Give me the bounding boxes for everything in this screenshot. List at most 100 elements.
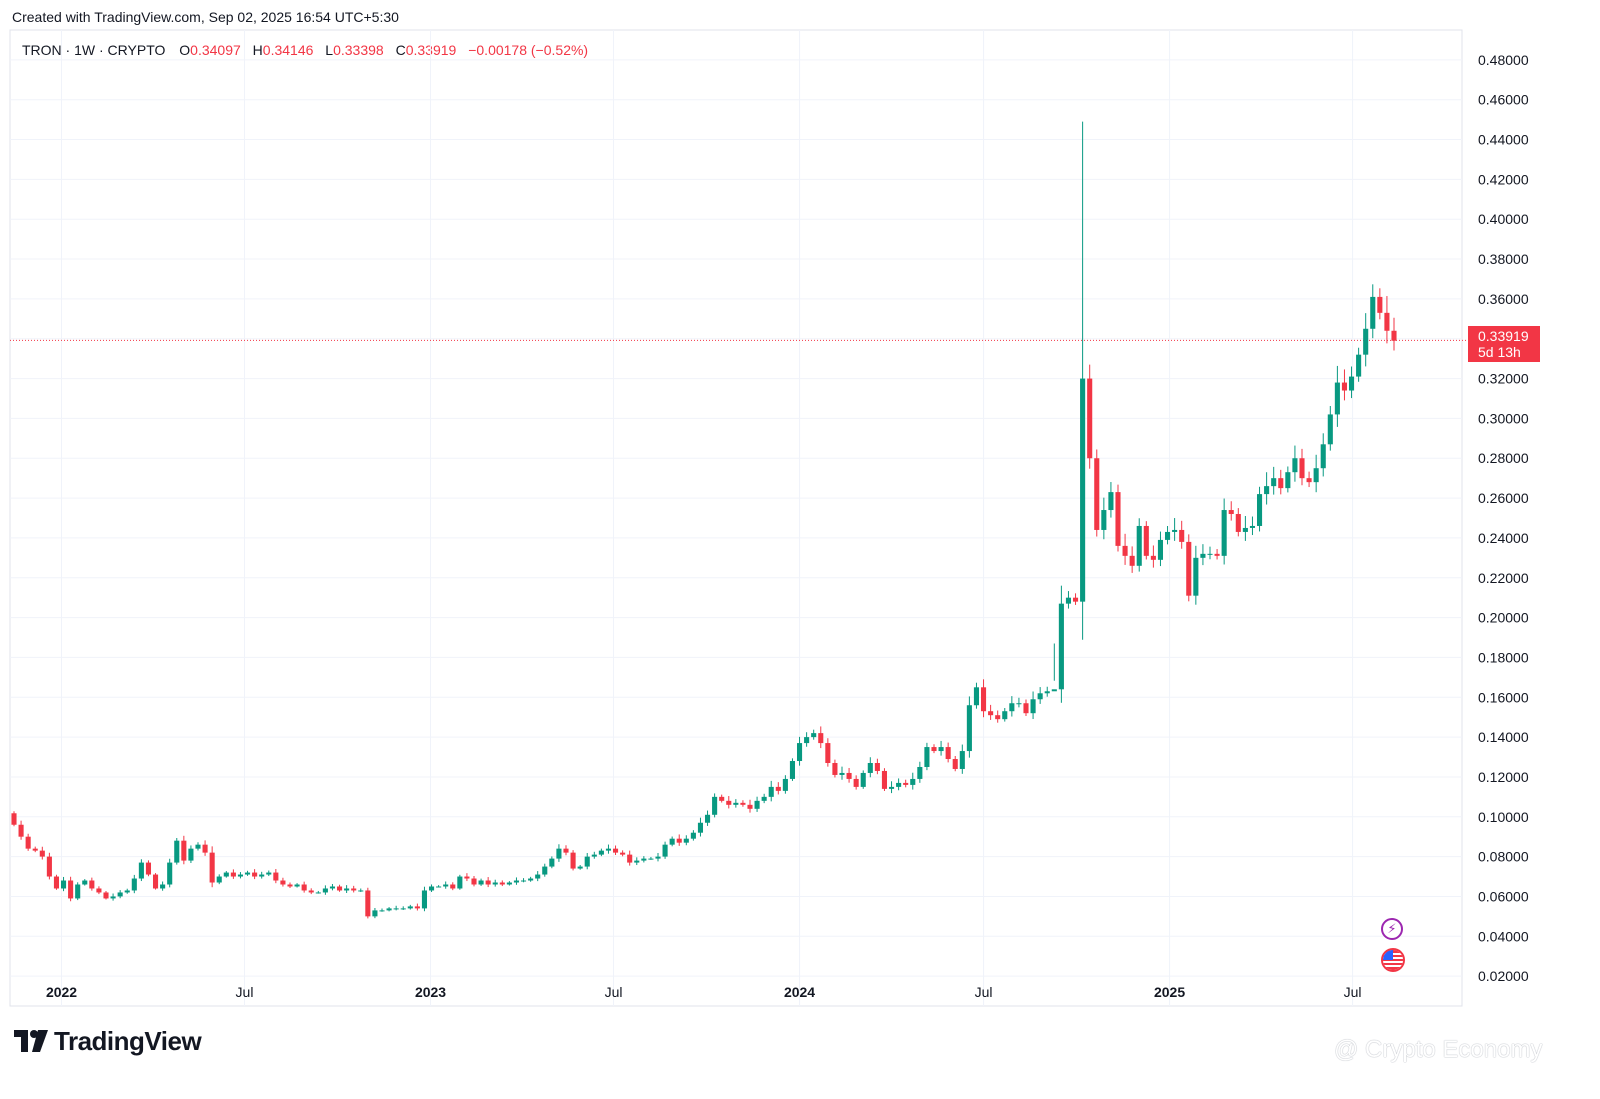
candle-body (407, 906, 413, 909)
low-label: L (325, 42, 334, 58)
candle-body (903, 782, 909, 785)
candle-body (1391, 330, 1397, 341)
time-axis[interactable]: 2022 Jul 2023 Jul 2024 Jul 2025 Jul (46, 984, 1362, 1000)
candle-body (485, 880, 491, 885)
candle-body (351, 888, 357, 891)
candle-body (938, 747, 944, 752)
candle-body (167, 862, 173, 885)
candle-body (372, 910, 378, 917)
candle-body (223, 872, 229, 877)
candle-body (1334, 382, 1340, 415)
candle-body (1228, 510, 1234, 515)
candle-body (478, 880, 484, 885)
candle-body (754, 800, 760, 809)
candle-body (1348, 376, 1355, 391)
candle-body (747, 804, 753, 809)
candle-body (726, 800, 732, 805)
candle-body (329, 886, 336, 889)
candle-body (152, 874, 159, 889)
symbol-label[interactable]: TRON · 1W · CRYPTO (22, 42, 166, 58)
candles (11, 121, 1397, 919)
candle-body (598, 850, 604, 855)
close-label: C (395, 42, 406, 58)
candle-body (690, 832, 696, 839)
candle-body (216, 876, 222, 883)
candle-body (874, 762, 880, 771)
candle-body (266, 872, 272, 875)
candle-body (138, 862, 144, 879)
candle-body (1065, 597, 1072, 604)
candle-body (1129, 555, 1135, 566)
candle-body (577, 866, 583, 869)
candle-body (1356, 354, 1362, 377)
candlestick-chart[interactable]: 0.48000 0.46000 0.44000 0.42000 0.40000 0.380… (0, 0, 1600, 1020)
candle-body (1186, 541, 1192, 596)
candle-body (733, 802, 739, 805)
candle-body (825, 743, 831, 763)
candle-body (1108, 492, 1114, 511)
candle-body (662, 844, 668, 857)
y-tick-label: 0.04000 (1478, 928, 1529, 944)
candle-body (704, 814, 711, 823)
candle-body (860, 772, 866, 787)
candle-body (1143, 525, 1149, 556)
candle-body (436, 886, 442, 888)
candle-body (53, 876, 60, 889)
tradingview-logo[interactable]: TradingView (14, 1026, 202, 1059)
candle-body (1256, 494, 1263, 526)
last-price-tag: 0.33919 5d 13h (1468, 326, 1540, 362)
candle-body (959, 751, 965, 769)
candle-body (1058, 603, 1064, 690)
y-tick-label: 0.24000 (1478, 530, 1529, 546)
y-tick-label: 0.18000 (1478, 649, 1529, 665)
candle-body (1242, 527, 1248, 532)
candle-body (259, 874, 265, 877)
candle-body (789, 761, 796, 779)
candle-body (1016, 703, 1022, 705)
candle-body (421, 890, 428, 909)
candle-body (124, 890, 130, 893)
candle-body (464, 876, 470, 879)
candle-body (443, 884, 449, 887)
tradingview-logo-icon (14, 1028, 48, 1059)
open-value: 0.34097 (190, 42, 241, 58)
candle-body (1271, 478, 1277, 487)
candle-body (570, 852, 576, 869)
candle-body (612, 848, 619, 853)
y-tick-label: 0.38000 (1478, 251, 1529, 267)
x-tick-label: 2025 (1154, 984, 1185, 1000)
y-tick-label: 0.16000 (1478, 689, 1529, 705)
us-flag-icon[interactable] (1381, 948, 1405, 972)
candle-body (506, 882, 512, 885)
x-tick-label: Jul (605, 984, 623, 1000)
lightning-icon[interactable]: ⚡ (1381, 918, 1403, 940)
candle-body (1030, 699, 1036, 714)
candle-body (924, 747, 930, 767)
candle-body (634, 860, 640, 863)
candle-body (867, 762, 873, 773)
y-tick-label: 0.14000 (1478, 729, 1529, 745)
candle-body (881, 770, 888, 789)
candle-body (775, 786, 781, 791)
candle-body (761, 796, 767, 801)
candle-body (896, 782, 902, 787)
candle-body (1285, 472, 1291, 489)
candle-body (888, 786, 895, 789)
candle-body (68, 880, 74, 899)
candle-body (322, 888, 328, 893)
candle-body (188, 848, 194, 861)
y-tick-label: 0.22000 (1478, 570, 1529, 586)
candle-body (839, 772, 845, 775)
candle-body (82, 880, 88, 885)
candle-body (620, 852, 626, 855)
candle-body (669, 838, 675, 845)
last-price-value: 0.33919 (1478, 328, 1529, 344)
candle-body (1292, 458, 1298, 473)
brand-name: TradingView (54, 1026, 202, 1056)
candle-body (811, 733, 817, 738)
candle-body (145, 862, 152, 875)
candle-body (697, 822, 704, 833)
price-axis[interactable]: 0.48000 0.46000 0.44000 0.42000 0.40000 0.380… (1478, 52, 1529, 984)
candle-body (1002, 711, 1008, 720)
bar-countdown: 5d 13h (1478, 344, 1521, 360)
